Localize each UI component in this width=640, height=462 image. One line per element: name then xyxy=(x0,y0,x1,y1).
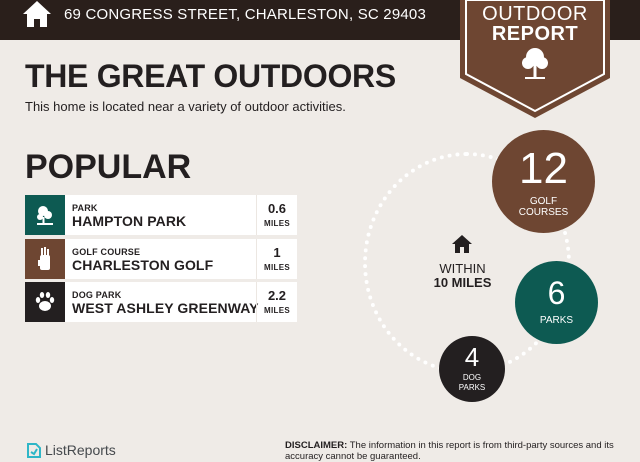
dog-parks-count-bubble: 4 DOG PARKS xyxy=(439,336,505,402)
item-category: GOLF COURSE xyxy=(72,247,141,257)
item-category: DOG PARK xyxy=(72,290,122,300)
home-icon xyxy=(452,235,472,253)
item-distance: 1 MILES xyxy=(256,239,297,279)
home-icon xyxy=(23,1,51,27)
item-category: PARK xyxy=(72,203,98,213)
popular-item-golf-course[interactable]: GOLF COURSE CHARLESTON GOLF 1 MILES xyxy=(25,239,297,279)
golf-bag-icon xyxy=(25,239,65,279)
item-name: WEST ASHLEY GREENWAY xyxy=(72,300,259,316)
disclaimer-text: The information in this report is from t… xyxy=(285,440,614,462)
distance-value: 0.6 xyxy=(267,201,287,216)
popular-item-dog-park[interactable]: DOG PARK WEST ASHLEY GREENWAY 2.2 MILES xyxy=(25,282,297,322)
distance-unit: MILES xyxy=(264,263,290,272)
bubble-count: 4 xyxy=(464,342,480,372)
within-distance: 10 MILES xyxy=(433,275,492,290)
golf-courses-count-bubble: 12 GOLF COURSES xyxy=(492,130,595,233)
distance-value: 2.2 xyxy=(267,288,287,303)
page-title: THE GREAT OUTDOORS xyxy=(25,58,396,94)
item-distance: 2.2 MILES xyxy=(256,282,297,322)
bubble-label-line1: PARKS xyxy=(539,315,574,326)
within-label: WITHIN xyxy=(439,261,486,276)
listreports-logo-icon xyxy=(27,443,41,458)
property-address: 69 CONGRESS STREET, CHARLESTON, SC 29403 xyxy=(64,6,427,23)
item-distance: 0.6 MILES xyxy=(256,195,297,235)
disclaimer-label: DISCLAIMER: xyxy=(285,440,348,451)
tree-icon xyxy=(522,48,548,79)
parks-count-bubble: 6 PARKS xyxy=(515,261,598,344)
bubble-label-line1: GOLF xyxy=(529,196,558,207)
park-icon xyxy=(25,195,65,235)
bubble-count: 12 xyxy=(519,144,568,193)
bubble-label: GOLF COURSES xyxy=(492,196,595,218)
bubble-label-line2: COURSES xyxy=(518,207,569,218)
bubble-label: DOG PARKS xyxy=(439,373,505,393)
popular-heading: POPULAR xyxy=(25,148,192,186)
distance-unit: MILES xyxy=(264,306,290,315)
listreports-logo[interactable]: ListReports xyxy=(25,441,135,460)
logo-text: ListReports xyxy=(45,442,116,458)
page-subtitle: This home is located near a variety of o… xyxy=(25,99,346,114)
outdoor-report-badge xyxy=(460,0,610,118)
popular-item-park[interactable]: PARK HAMPTON PARK 0.6 MILES xyxy=(25,195,297,235)
item-name: CHARLESTON GOLF xyxy=(72,257,214,273)
bubble-label-line1: DOG xyxy=(462,373,482,382)
paw-icon xyxy=(25,282,65,322)
disclaimer: DISCLAIMER: The information in this repo… xyxy=(285,440,625,462)
item-name: HAMPTON PARK xyxy=(72,213,187,229)
distance-value: 1 xyxy=(273,245,281,260)
badge-title-line1: OUTDOOR xyxy=(482,3,588,25)
badge-title-line2: REPORT xyxy=(491,23,579,45)
distance-unit: MILES xyxy=(264,219,290,228)
bubble-label-line2: PARKS xyxy=(458,383,486,392)
bubble-label: PARKS xyxy=(515,315,598,326)
bubble-count: 6 xyxy=(547,275,566,311)
